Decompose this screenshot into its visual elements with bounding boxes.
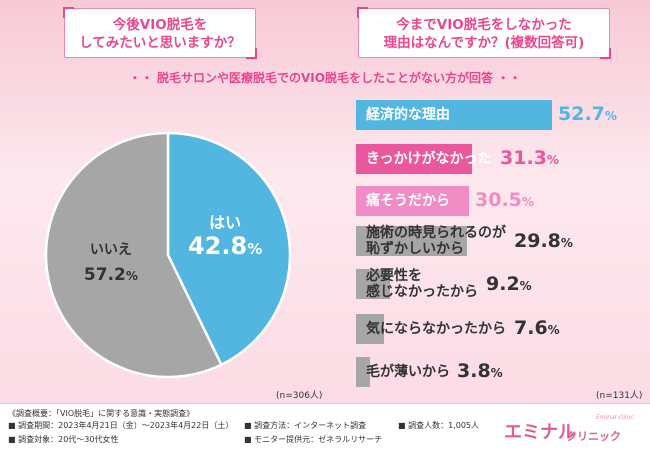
bar-1	[356, 144, 472, 174]
footer-item-method: ■ 調査方法：インターネット調査	[244, 421, 367, 430]
pie-slice-0	[166, 131, 292, 367]
bar-4	[356, 269, 390, 299]
bar-value-2: 30.5%	[475, 189, 534, 211]
corner-decoration	[246, 48, 257, 59]
corner-decoration	[357, 7, 368, 18]
brand-logo: Eminal clinic エミナル クリニック	[504, 412, 644, 446]
question-right-line-1: 今までVIO脱毛をしなかった	[396, 17, 572, 33]
pie-slice-1	[44, 131, 224, 379]
brand-name: エミナル	[504, 422, 576, 443]
question-right-line-2: 理由はなんですか？(複数回答可)	[383, 35, 585, 51]
footer-item-count: ■ 調査人数：1,005人	[398, 421, 480, 430]
bar-value-6: 3.8%	[457, 360, 503, 382]
question-box-right: 今までVIO脱毛をしなかった 理由はなんですか？(複数回答可)	[357, 7, 611, 59]
pie-slice-label-1: いいえ	[90, 242, 132, 258]
footer-title: 《調査概要：「VIO脱毛」に関する意識・実態調査》	[8, 409, 195, 418]
bar-2	[356, 186, 469, 216]
bar-6	[356, 357, 370, 387]
question-left-line-1: 今後VIO脱毛を	[112, 17, 208, 33]
bar-label-0: 経済的な理由	[366, 107, 450, 123]
brand-sub: クリニック	[566, 430, 621, 443]
corner-decoration	[63, 7, 74, 18]
pie-slice-value-1: 57.2%	[84, 265, 138, 285]
bar-label-6: 毛が薄いから	[366, 364, 450, 380]
bar-label-4: 必要性を 感じなかったから	[366, 268, 478, 300]
bar-label-2: 痛そうだから	[366, 193, 450, 209]
bar-value-1: 31.3%	[500, 147, 559, 169]
brand-tagline: Eminal clinic	[596, 414, 634, 421]
question-box-left: 今後VIO脱毛を してみたいと思いますか？	[63, 7, 257, 59]
bar-label-3: 施術の時見られるのが 恥ずかしいから	[366, 225, 506, 257]
survey-footer: 《調査概要：「VIO脱毛」に関する意識・実態調査》 ■ 調査期間：2023年4月…	[0, 403, 650, 451]
bar-0	[356, 100, 552, 130]
bar-value-0: 52.7%	[558, 103, 617, 125]
footer-item-period: ■ 調査期間：2023年4月21日（金）〜2023年4月22日（土）	[8, 421, 234, 430]
footer-item-provider: ■ モニター提供元：ゼネラルリサーチ	[244, 435, 383, 444]
bar-label-1: きっかけがなかった	[366, 151, 492, 167]
pie-slice-label-0: はい	[209, 213, 241, 232]
bar-label-5: 気にならなかったから	[366, 321, 506, 337]
question-left-line-2: してみたいと思いますか？	[79, 35, 241, 51]
survey-subtitle: ・・ 脱毛サロンや医療脱毛でのVIO脱毛をしたことがない方が回答 ・・	[128, 71, 522, 85]
bar-5	[356, 314, 384, 344]
bar-sample-size: (n=131人)	[596, 391, 643, 401]
corner-decoration	[600, 48, 611, 59]
bar-value-4: 9.2%	[486, 273, 532, 295]
bar-value-3: 29.8%	[514, 230, 573, 252]
footer-item-target: ■ 調査対象：20代〜30代女性	[8, 435, 119, 444]
pie-slice-value-0: 42.8%	[188, 232, 262, 260]
bar-3	[356, 226, 467, 256]
pie-sample-size: (n=306人)	[276, 391, 323, 401]
bar-value-5: 7.6%	[514, 317, 560, 339]
